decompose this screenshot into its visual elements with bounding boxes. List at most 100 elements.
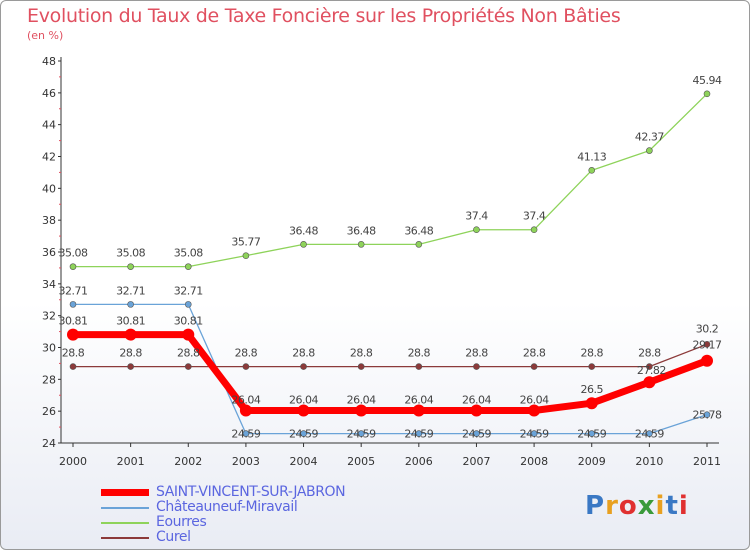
data-label: 26.04 [462, 394, 491, 407]
x-tick-label: 2011 [693, 455, 721, 468]
data-label: 24.59 [289, 428, 318, 441]
logo-letter: x [637, 491, 656, 521]
data-point [412, 404, 425, 417]
x-tick-label: 2001 [117, 455, 145, 468]
data-label: 42.37 [635, 131, 664, 144]
axes: 24 26 28 30 32 34 36 38 40 42 44 46 48 2000 2001 2002 20… [42, 55, 721, 468]
data-label: 26.04 [231, 394, 260, 407]
logo-letter: t [665, 491, 679, 521]
data-point [357, 430, 365, 437]
data-point [239, 404, 252, 417]
data-point [182, 328, 195, 341]
data-label: 28.8 [350, 347, 373, 360]
data-point [357, 363, 365, 370]
data-label: 37.4 [523, 210, 546, 223]
data-point [473, 363, 480, 370]
data-label: 28.8 [465, 347, 488, 360]
data-label: 29.17 [693, 339, 722, 352]
data-label: 41.13 [577, 150, 606, 163]
data-point [530, 430, 538, 437]
data-point [184, 301, 192, 308]
chart-title: Evolution du Taux de Taxe Foncière sur l… [27, 5, 621, 27]
data-point [127, 301, 134, 308]
data-label: 26.5 [580, 383, 603, 396]
chart-subtitle: (en %) [27, 29, 64, 42]
legend-swatch [101, 507, 149, 509]
data-point [415, 430, 423, 437]
logo-letter: r [605, 491, 619, 521]
data-point [646, 430, 653, 437]
data-point [184, 263, 192, 270]
legend-label: Curel [156, 529, 191, 545]
legend-swatch [101, 522, 149, 524]
data-point [643, 376, 656, 389]
data-label: 35.08 [116, 247, 145, 260]
y-tick-label: 28 [42, 373, 56, 386]
data-labels-layer: 30.81 30.81 30.81 26.04 26.04 26.04 26.04 26.04… [59, 74, 723, 441]
data-label: 26.04 [289, 394, 318, 407]
data-point [69, 301, 77, 308]
data-label: 24.59 [520, 428, 549, 441]
data-point [242, 252, 250, 259]
data-label: 27.82 [637, 364, 666, 377]
data-point [127, 363, 134, 370]
x-tick-label: 2007 [462, 455, 490, 468]
data-point [242, 430, 250, 437]
data-label: 24.59 [231, 428, 260, 441]
data-point [67, 328, 79, 341]
proxiti-logo: Proxiti [585, 491, 689, 521]
legend-label: Châteauneuf-Miravail [156, 499, 298, 515]
y-tick-label: 38 [42, 214, 56, 227]
x-tick-label: 2004 [290, 455, 318, 468]
data-point [646, 363, 653, 370]
data-label: 36.48 [404, 224, 433, 237]
x-tick-label: 2002 [174, 455, 202, 468]
y-tick-label: 36 [42, 246, 56, 259]
data-label: 28.8 [292, 347, 315, 360]
data-point [184, 363, 192, 370]
series-line [73, 343, 708, 368]
x-tick-label: 2006 [405, 455, 433, 468]
data-label: 25.78 [693, 409, 722, 422]
data-label: 28.8 [580, 347, 603, 360]
data-label: 28.8 [235, 347, 258, 360]
y-tick-label: 40 [42, 182, 56, 195]
data-label: 24.59 [462, 428, 491, 441]
data-label: 28.8 [523, 347, 546, 360]
data-label: 24.59 [635, 428, 664, 441]
data-label: 45.94 [693, 74, 722, 87]
data-point [415, 363, 423, 370]
data-label: 24.59 [404, 428, 433, 441]
data-label: 35.77 [231, 236, 260, 249]
data-point [703, 90, 711, 98]
x-tick-label: 2005 [347, 455, 375, 468]
data-point [588, 363, 596, 370]
data-point [701, 354, 713, 367]
y-tick-label: 48 [42, 55, 56, 68]
data-point [415, 241, 423, 248]
x-tick-label: 2003 [232, 455, 260, 468]
y-tick-label: 34 [42, 278, 56, 291]
x-tick-label: 2009 [578, 455, 606, 468]
data-label: 32.71 [59, 284, 88, 297]
data-label: 24.59 [347, 428, 376, 441]
data-label: 35.08 [59, 247, 88, 260]
data-label: 28.8 [408, 347, 431, 360]
y-tick-label: 32 [42, 310, 56, 323]
data-label: 30.81 [116, 315, 145, 328]
data-point [357, 241, 365, 248]
data-point [300, 363, 307, 370]
data-label: 35.08 [174, 247, 203, 260]
data-point [473, 430, 480, 437]
logo-letter: P [585, 491, 606, 521]
data-point [528, 404, 541, 417]
data-label: 26.04 [520, 394, 549, 407]
series-line [73, 331, 709, 415]
legend-label: SAINT-VINCENT-SUR-JABRON [156, 484, 346, 500]
data-label: 28.8 [638, 347, 661, 360]
data-point [470, 404, 483, 417]
data-point [530, 226, 538, 234]
legend-swatch [101, 537, 149, 539]
data-label: 32.71 [174, 284, 203, 297]
